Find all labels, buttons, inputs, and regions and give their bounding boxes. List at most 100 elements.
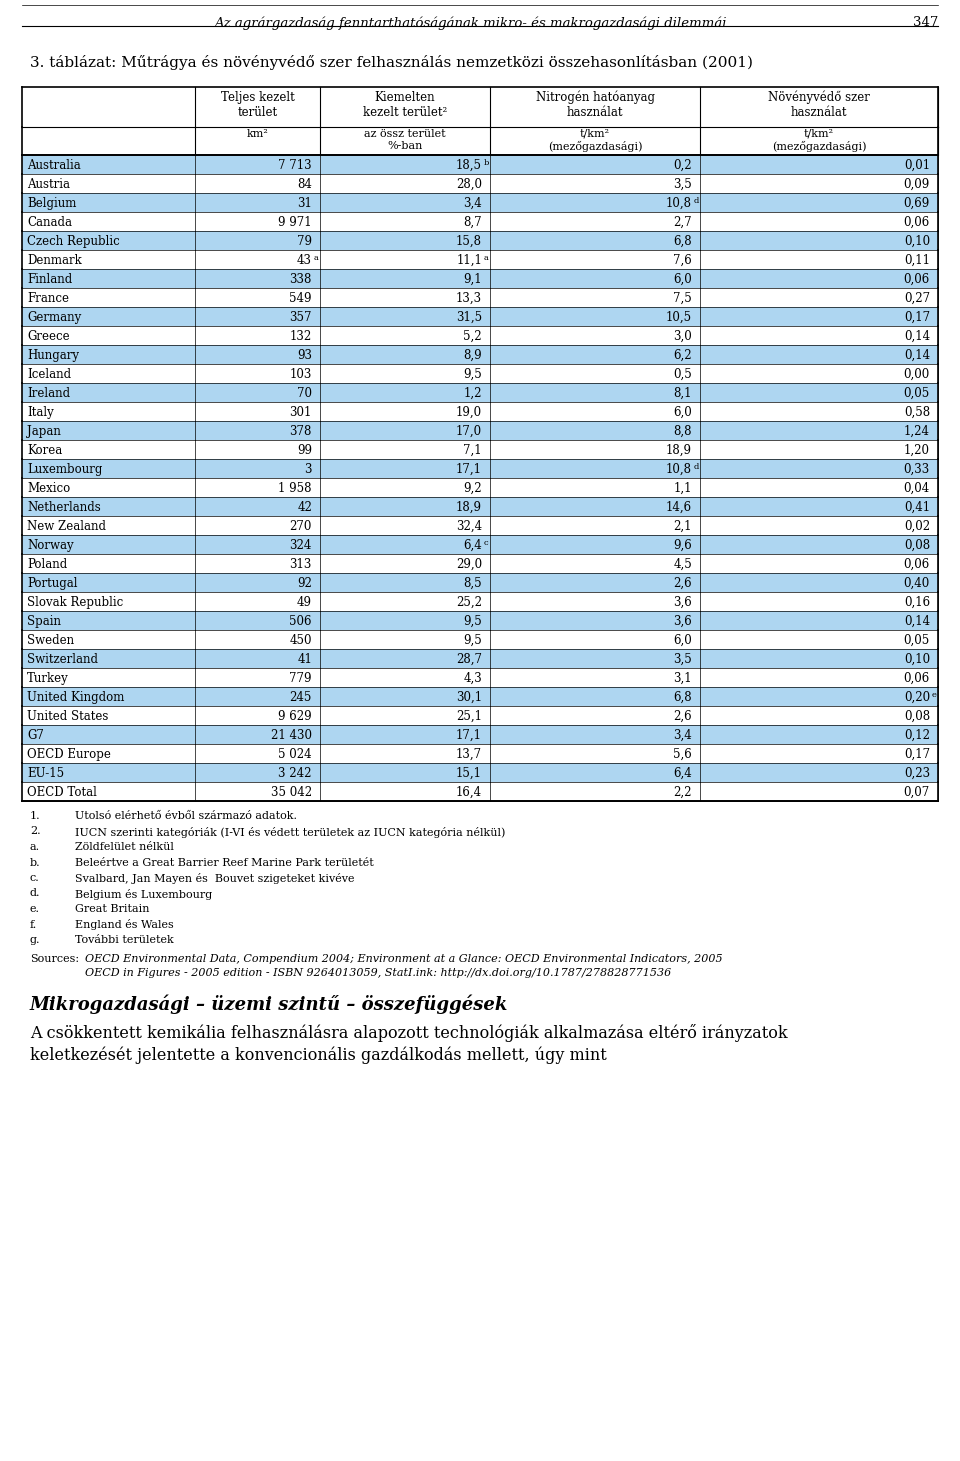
Text: 1.: 1. [30, 811, 40, 821]
Text: t/km²
(mezőgazdasági): t/km² (mezőgazdasági) [772, 129, 866, 152]
Text: 13,7: 13,7 [456, 748, 482, 761]
Text: 0,17: 0,17 [904, 311, 930, 324]
Text: 0,05: 0,05 [903, 387, 930, 400]
Text: 15,8: 15,8 [456, 235, 482, 248]
Text: 9,5: 9,5 [464, 368, 482, 381]
Text: További területek: További területek [75, 935, 174, 945]
Text: 3,5: 3,5 [673, 178, 692, 191]
Text: 357: 357 [290, 311, 312, 324]
Text: 4,3: 4,3 [464, 672, 482, 685]
Text: 93: 93 [297, 349, 312, 362]
Bar [22, 497, 938, 516]
Text: Teljes kezelt
terület: Teljes kezelt terület [221, 91, 295, 118]
Bar [22, 269, 938, 288]
Text: 8,1: 8,1 [674, 387, 692, 400]
Text: t/km²
(mezőgazdasági): t/km² (mezőgazdasági) [548, 129, 642, 152]
Bar [22, 307, 938, 326]
Text: Czech Republic: Czech Republic [27, 235, 120, 248]
Text: Poland: Poland [27, 558, 67, 571]
Text: 25,2: 25,2 [456, 596, 482, 609]
Text: Austria: Austria [27, 178, 70, 191]
Text: 0,04: 0,04 [903, 482, 930, 495]
Text: Switzerland: Switzerland [27, 653, 98, 666]
Text: 2,1: 2,1 [674, 520, 692, 533]
Text: Portugal: Portugal [27, 577, 78, 590]
Text: 29,0: 29,0 [456, 558, 482, 571]
Text: 14,6: 14,6 [666, 501, 692, 514]
Text: 18,5: 18,5 [456, 159, 482, 172]
Text: 32,4: 32,4 [456, 520, 482, 533]
Bar [22, 402, 938, 421]
Text: 313: 313 [290, 558, 312, 571]
Text: Germany: Germany [27, 311, 82, 324]
Bar [22, 478, 938, 497]
Bar [22, 630, 938, 649]
Text: 0,08: 0,08 [904, 539, 930, 552]
Text: Slovak Republic: Slovak Republic [27, 596, 123, 609]
Text: Mexico: Mexico [27, 482, 70, 495]
Text: 0,33: 0,33 [903, 463, 930, 476]
Text: Greece: Greece [27, 330, 70, 343]
Text: 35 042: 35 042 [271, 786, 312, 799]
Text: 99: 99 [297, 444, 312, 457]
Text: Nitrogén hatóanyag
használat: Nitrogén hatóanyag használat [536, 91, 655, 120]
Text: 0,16: 0,16 [904, 596, 930, 609]
Text: Luxembourg: Luxembourg [27, 463, 103, 476]
Text: az össz terület
%-ban: az össz terület %-ban [364, 129, 445, 150]
Bar [22, 174, 938, 193]
Text: 43: 43 [297, 254, 312, 267]
Text: 0,06: 0,06 [903, 216, 930, 229]
Text: 0,20: 0,20 [904, 691, 930, 704]
Text: 1,1: 1,1 [674, 482, 692, 495]
Bar [22, 127, 938, 155]
Text: 4,5: 4,5 [673, 558, 692, 571]
Text: 10,8: 10,8 [666, 463, 692, 476]
Text: f.: f. [30, 919, 37, 929]
Bar [22, 364, 938, 383]
Text: 9,5: 9,5 [464, 634, 482, 647]
Text: 2.: 2. [30, 827, 40, 837]
Text: 324: 324 [290, 539, 312, 552]
Text: 0,69: 0,69 [903, 197, 930, 210]
Text: Sources:: Sources: [30, 954, 79, 964]
Text: Netherlands: Netherlands [27, 501, 101, 514]
Text: 2,6: 2,6 [673, 577, 692, 590]
Bar [22, 288, 938, 307]
Bar [22, 668, 938, 687]
Text: 0,5: 0,5 [673, 368, 692, 381]
Text: 1 958: 1 958 [278, 482, 312, 495]
Bar [22, 383, 938, 402]
Text: 31,5: 31,5 [456, 311, 482, 324]
Text: 28,0: 28,0 [456, 178, 482, 191]
Bar [22, 573, 938, 592]
Text: 70: 70 [297, 387, 312, 400]
Text: 15,1: 15,1 [456, 767, 482, 780]
Text: a.: a. [30, 842, 40, 852]
Text: OECD in Figures - 2005 edition - ISBN 9264013059, StatI.ink: http://dx.doi.org/1: OECD in Figures - 2005 edition - ISBN 92… [85, 967, 671, 977]
Text: Iceland: Iceland [27, 368, 71, 381]
Text: 549: 549 [290, 292, 312, 305]
Text: 8,7: 8,7 [464, 216, 482, 229]
Text: 7,6: 7,6 [673, 254, 692, 267]
Bar [22, 725, 938, 744]
Bar [22, 326, 938, 345]
Text: Mikrogazdasági – üzemi szintű – összefüggések: Mikrogazdasági – üzemi szintű – összefüg… [30, 995, 509, 1014]
Text: 6,4: 6,4 [464, 539, 482, 552]
Text: Australia: Australia [27, 159, 81, 172]
Text: 42: 42 [298, 501, 312, 514]
Text: 8,9: 8,9 [464, 349, 482, 362]
Text: Utolsó elérhető évből származó adatok.: Utolsó elérhető évből származó adatok. [75, 811, 297, 821]
Bar [22, 516, 938, 535]
Bar [22, 687, 938, 706]
Text: 16,4: 16,4 [456, 786, 482, 799]
Text: 17,0: 17,0 [456, 425, 482, 438]
Text: Turkey: Turkey [27, 672, 69, 685]
Text: France: France [27, 292, 69, 305]
Text: England és Wales: England és Wales [75, 919, 174, 931]
Text: 92: 92 [298, 577, 312, 590]
Text: d: d [694, 463, 700, 470]
Text: 18,9: 18,9 [456, 501, 482, 514]
Text: 506: 506 [290, 615, 312, 628]
Text: a: a [314, 254, 319, 262]
Bar [22, 212, 938, 231]
